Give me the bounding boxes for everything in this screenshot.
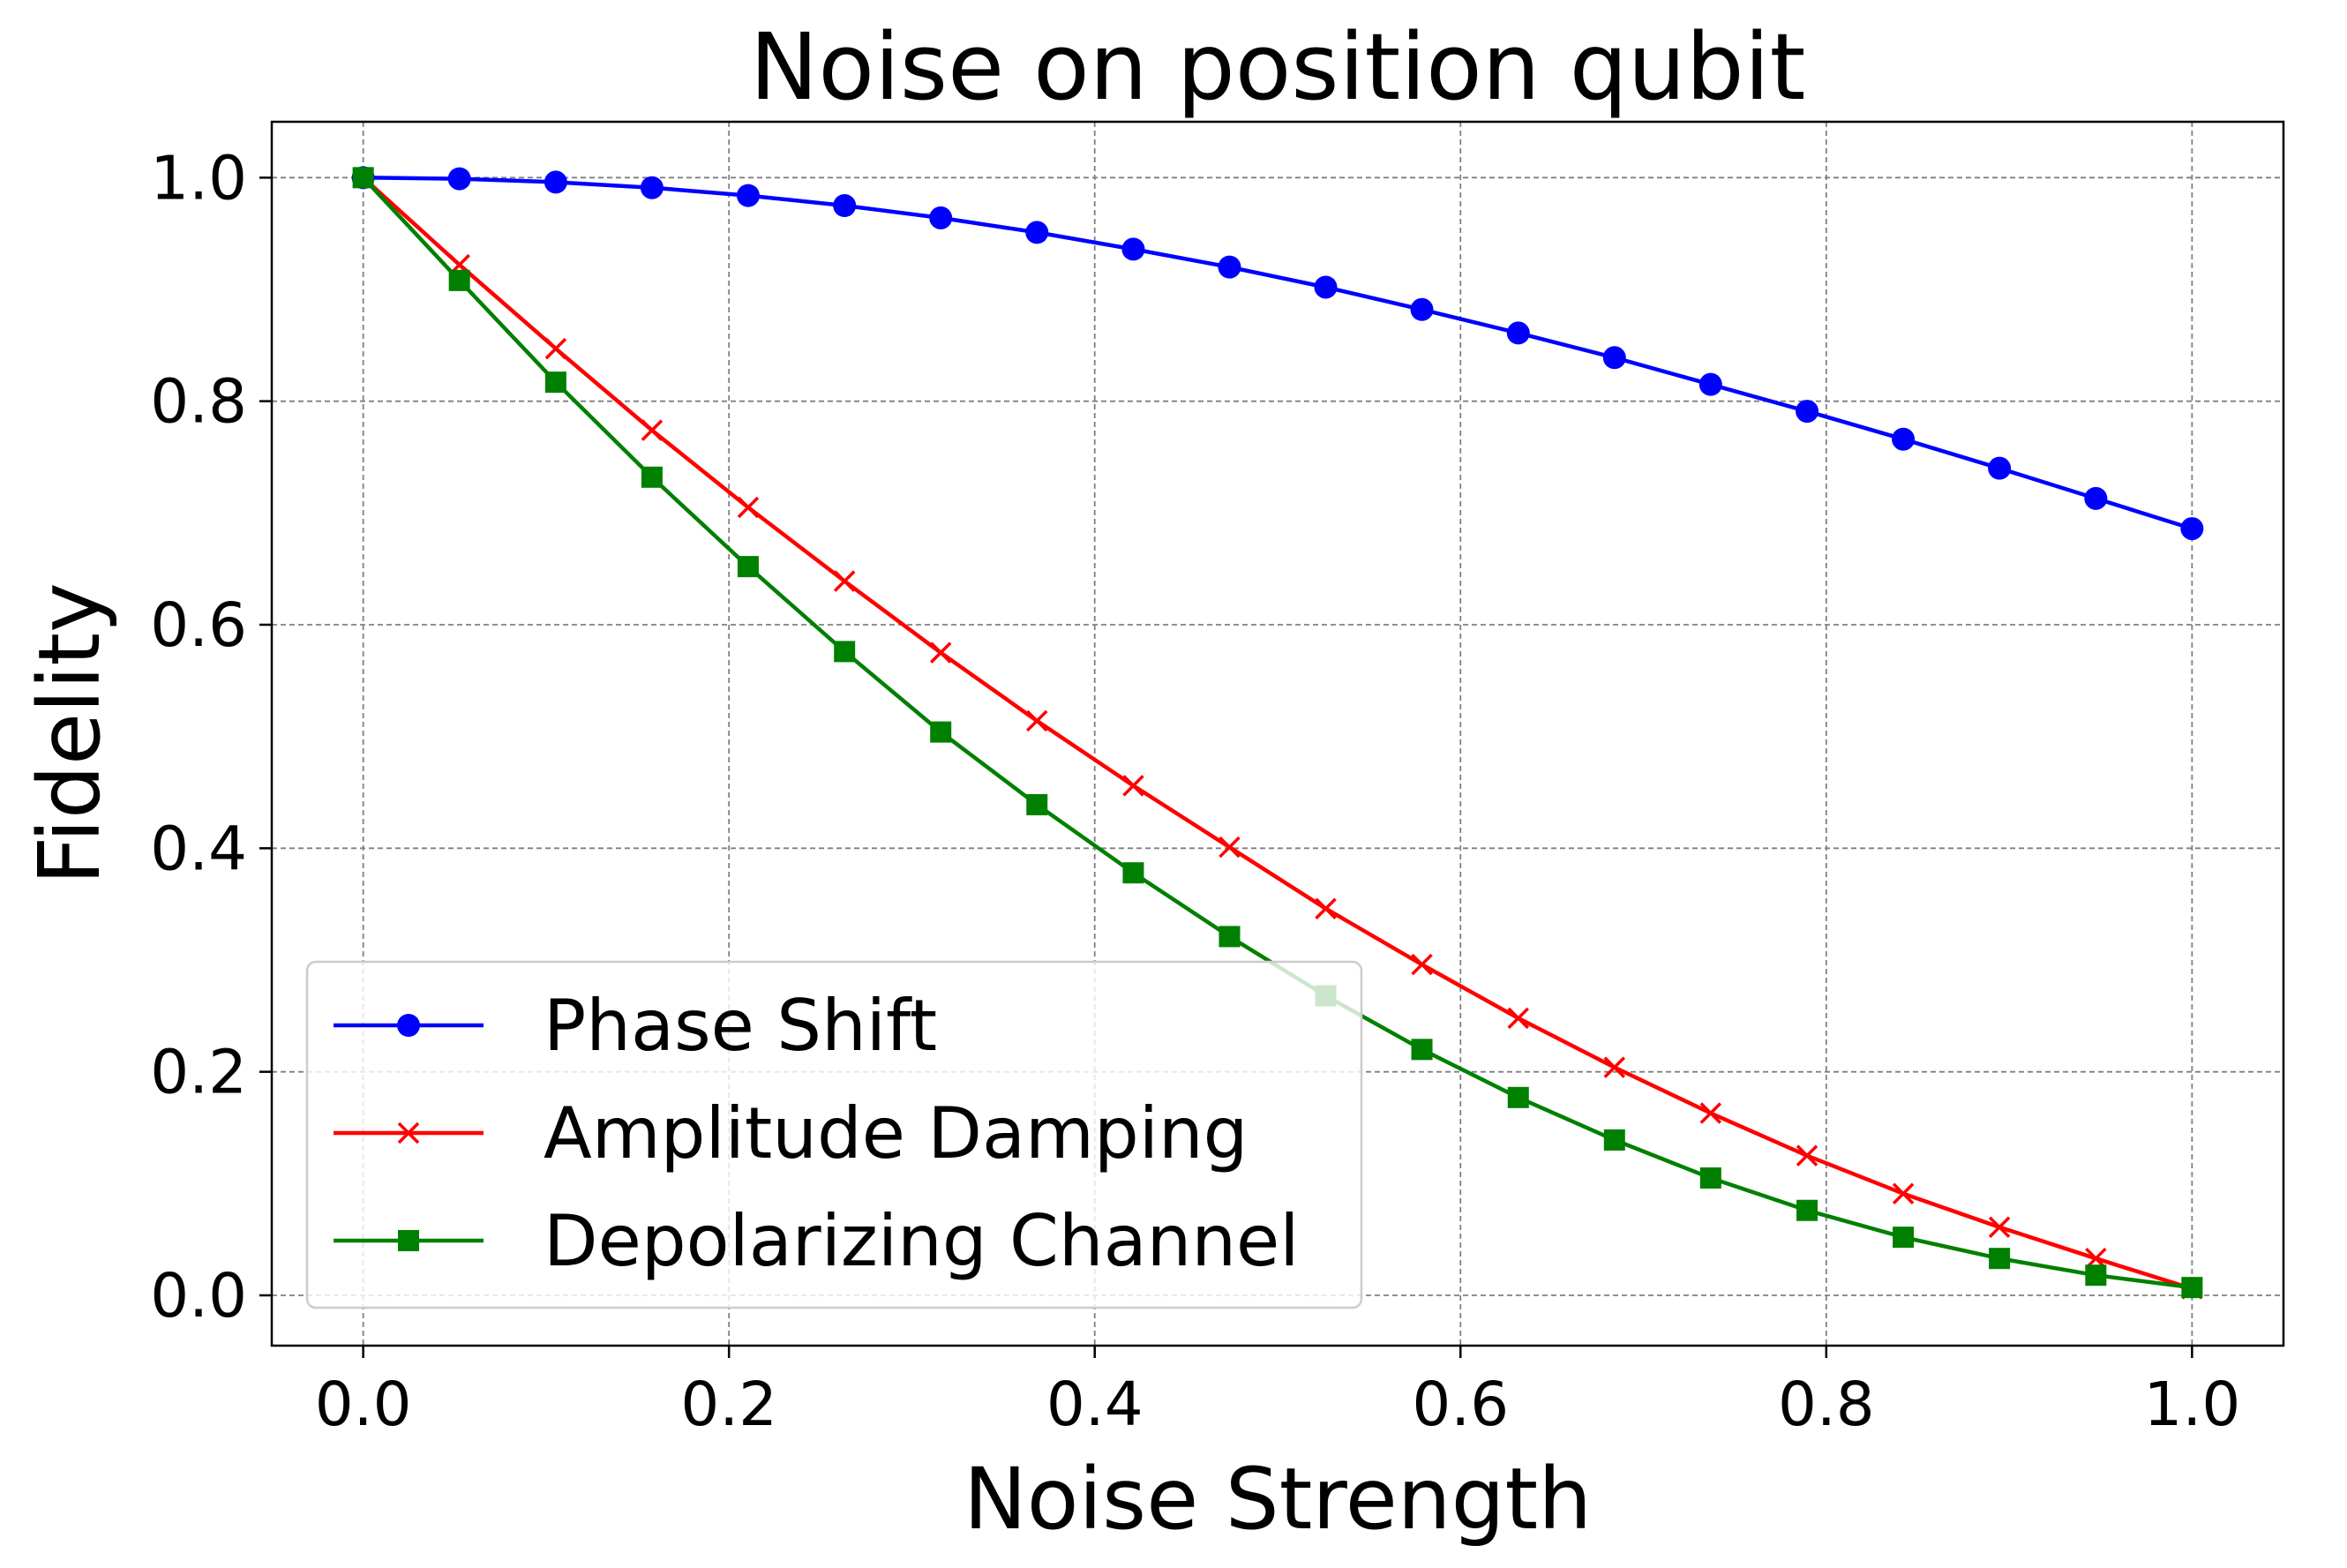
x-tick-label: 0.4 xyxy=(1046,1369,1144,1440)
data-point xyxy=(1314,275,1338,299)
x-tick-label: 0.2 xyxy=(680,1369,777,1440)
data-point xyxy=(544,337,567,360)
legend: Phase Shift Amplitude Damping Depolarizing… xyxy=(305,960,1363,1309)
data-point xyxy=(1025,709,1048,732)
data-point xyxy=(447,167,471,191)
data-point xyxy=(1698,372,1722,396)
data-point xyxy=(544,170,567,194)
data-point xyxy=(1122,775,1144,797)
data-point xyxy=(1603,1056,1626,1078)
data-point xyxy=(1989,1248,2011,1270)
y-tick-label: 0.0 xyxy=(150,1261,247,1332)
data-point xyxy=(1988,456,2012,480)
legend-marker xyxy=(397,1014,420,1037)
data-point xyxy=(2181,1277,2203,1299)
x-axis-label: Noise Strength xyxy=(964,1450,1592,1549)
legend-label: Depolarizing Channel xyxy=(544,1200,1299,1282)
data-point xyxy=(1411,1039,1433,1061)
data-point xyxy=(1025,221,1049,244)
data-point xyxy=(1796,1199,1818,1221)
data-point xyxy=(352,167,374,189)
data-point xyxy=(1026,793,1048,815)
data-point xyxy=(1603,1129,1625,1151)
legend-entry-amplitude-damping: Amplitude Damping xyxy=(334,1092,1248,1174)
data-point xyxy=(930,721,952,743)
y-tick-label: 0.2 xyxy=(150,1038,247,1108)
y-tick-label: 1.0 xyxy=(150,143,247,214)
data-point xyxy=(1507,1086,1529,1108)
data-point xyxy=(641,419,664,441)
data-point xyxy=(1602,346,1626,370)
data-point xyxy=(1122,862,1144,884)
data-point xyxy=(2085,1264,2107,1287)
data-point xyxy=(737,556,759,578)
x-tick-label: 1.0 xyxy=(2143,1369,2240,1440)
series-line-amplitude-damping xyxy=(362,176,2193,1291)
data-point xyxy=(1410,297,1434,321)
data-point xyxy=(737,496,760,519)
data-point xyxy=(2180,517,2204,541)
data-point xyxy=(1892,427,1916,451)
x-tick-label: 0.0 xyxy=(315,1369,412,1440)
data-point xyxy=(1218,926,1241,948)
data-point xyxy=(929,206,953,229)
data-point xyxy=(544,371,566,394)
legend-box xyxy=(305,960,1363,1309)
legend-entry-phase-shift: Phase Shift xyxy=(334,985,937,1067)
legend-entry-depolarizing-channel: Depolarizing Channel xyxy=(334,1200,1299,1282)
y-tick-label: 0.8 xyxy=(150,367,247,438)
data-point xyxy=(833,194,857,217)
axes: 0.0 0.2 0.4 0.6 0.8 1.0 0.0 0.2 0.4 0.6 0.8 1.0 xyxy=(150,120,2285,1440)
legend-label: Phase Shift xyxy=(544,985,937,1067)
data-point xyxy=(448,269,470,291)
data-point xyxy=(1699,1167,1721,1189)
data-point xyxy=(1892,1182,1915,1204)
data-point xyxy=(736,184,760,207)
data-point xyxy=(1507,1007,1530,1030)
data-point xyxy=(641,466,663,488)
chart-title: Noise on position qubit xyxy=(750,13,1806,121)
data-point xyxy=(1121,237,1145,261)
data-point xyxy=(1218,255,1241,279)
y-axis-label: Fidelity xyxy=(20,582,119,885)
legend-label: Amplitude Damping xyxy=(544,1092,1248,1174)
x-tick-label: 0.8 xyxy=(1778,1369,1875,1440)
data-point xyxy=(1699,1102,1722,1124)
legend-marker xyxy=(398,1230,419,1251)
data-point xyxy=(1796,400,1819,424)
data-point xyxy=(1796,1144,1818,1167)
data-point xyxy=(929,641,952,664)
y-tick-label: 0.4 xyxy=(150,814,247,884)
data-point xyxy=(640,176,664,199)
data-point xyxy=(1506,321,1530,345)
data-point xyxy=(1218,836,1241,859)
y-tick-label: 0.6 xyxy=(150,590,247,661)
data-point xyxy=(833,570,856,592)
data-point xyxy=(834,641,856,663)
data-point xyxy=(1315,897,1337,919)
data-point xyxy=(1988,1216,2011,1238)
x-tick-label: 0.6 xyxy=(1412,1369,1509,1440)
plot-frame xyxy=(270,120,2285,1347)
series-line-phase-shift xyxy=(363,176,2193,531)
data-point xyxy=(1893,1227,1915,1249)
data-point xyxy=(1411,953,1433,976)
data-point xyxy=(2084,486,2108,510)
legend-marker xyxy=(397,1122,420,1144)
